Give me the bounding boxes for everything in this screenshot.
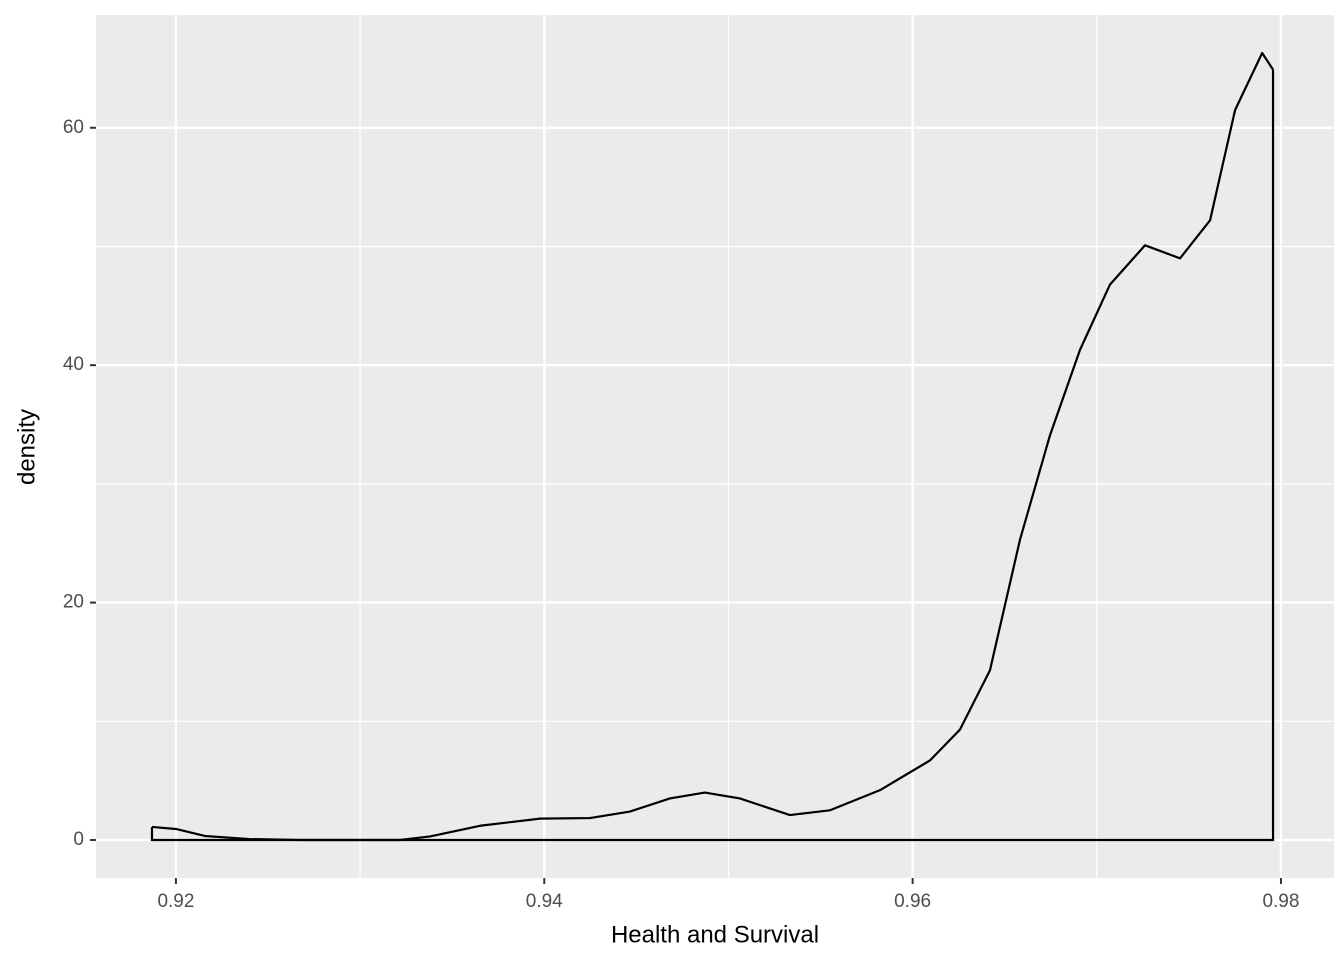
- y-tick-label: 60: [63, 117, 84, 138]
- y-axis-title: density: [13, 409, 40, 485]
- density-baseline: [150, 69, 1275, 842]
- y-tick-label: 20: [63, 592, 84, 613]
- x-tick-label: 0.96: [894, 891, 931, 912]
- x-tick-label: 0.94: [526, 891, 563, 912]
- y-tick-label: 40: [63, 354, 84, 375]
- y-tick-label: 0: [73, 829, 84, 850]
- density-line: [151, 51, 1274, 842]
- panel: [96, 15, 1334, 878]
- x-axis-title: Health and Survival: [611, 921, 819, 948]
- x-tick-label: 0.98: [1262, 891, 1299, 912]
- x-tick-label: 0.92: [157, 891, 194, 912]
